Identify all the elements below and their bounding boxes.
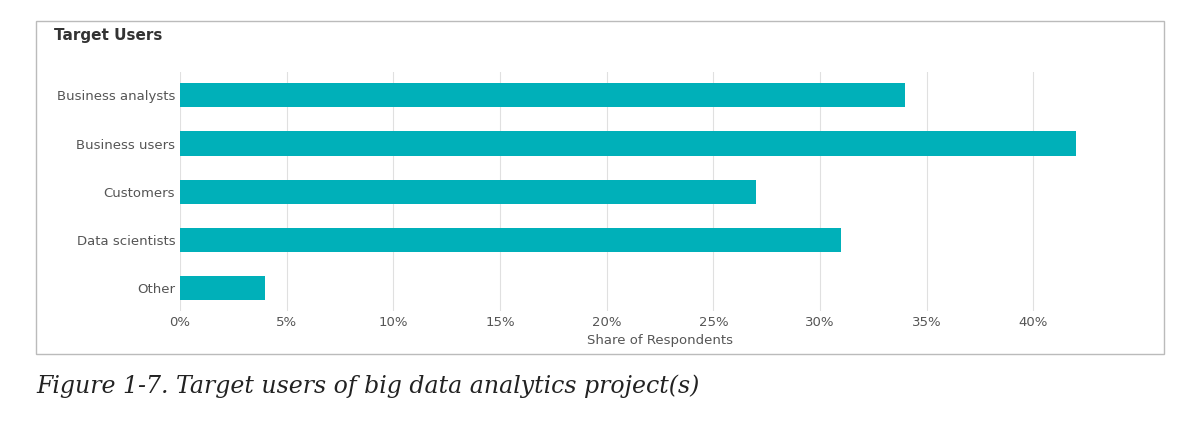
Bar bbox=[180, 228, 841, 252]
Bar bbox=[180, 132, 1076, 155]
Bar bbox=[180, 83, 905, 107]
X-axis label: Share of Respondents: Share of Respondents bbox=[587, 334, 733, 347]
Text: Target Users: Target Users bbox=[54, 28, 162, 43]
Bar bbox=[180, 180, 756, 204]
Bar bbox=[180, 276, 265, 300]
Text: Figure 1-7. Target users of big data analytics project(s): Figure 1-7. Target users of big data ana… bbox=[36, 375, 700, 398]
